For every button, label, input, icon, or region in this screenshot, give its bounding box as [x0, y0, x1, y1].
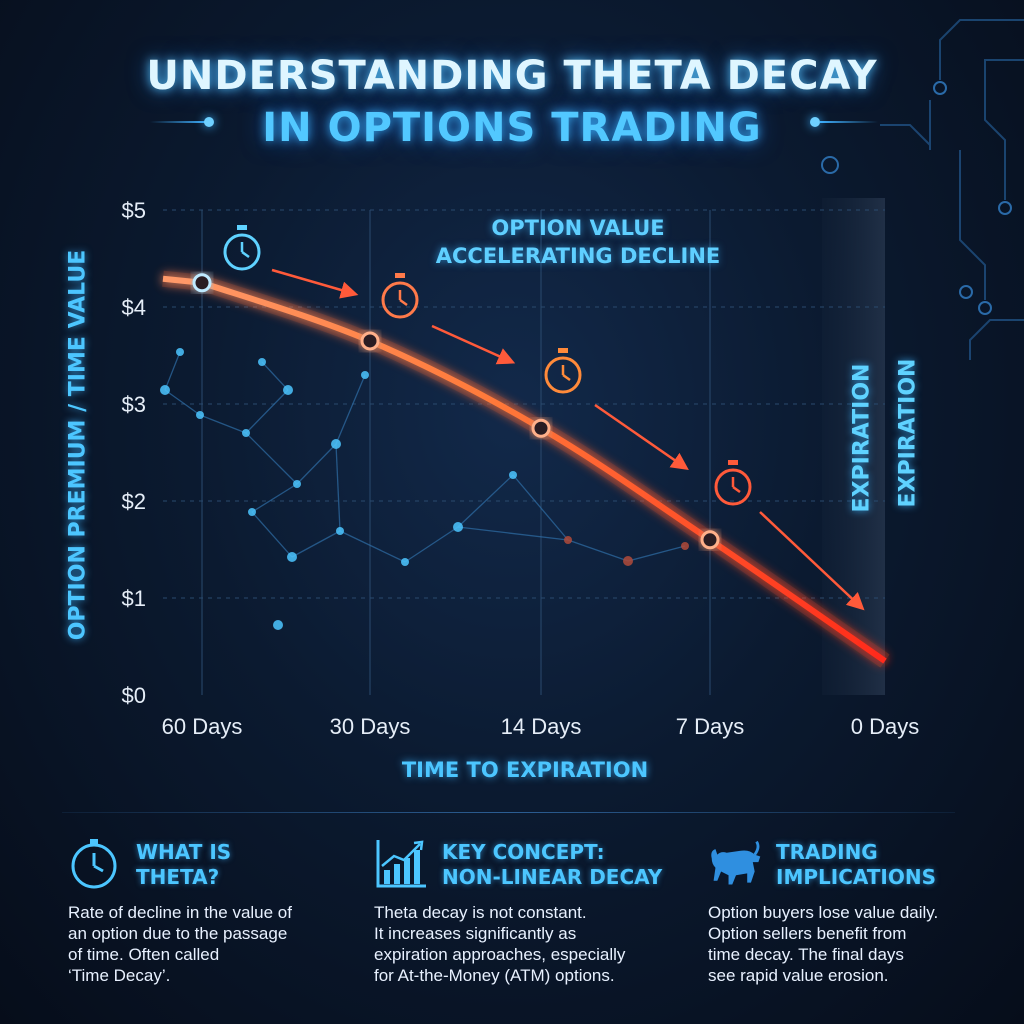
- network-link: [512, 474, 569, 541]
- network-node: [258, 358, 266, 366]
- decay-series: [162, 270, 890, 668]
- x-tick-label: 30 Days: [330, 714, 411, 739]
- section-divider: [62, 812, 955, 813]
- y-tick-label: $0: [122, 683, 146, 708]
- network-link: [245, 432, 298, 485]
- stopwatch-icon: [381, 273, 419, 319]
- title-line-left: [150, 121, 208, 123]
- network-node: [336, 527, 344, 535]
- network-node: [283, 385, 293, 395]
- network-node: [287, 552, 297, 562]
- title-dot-right: [810, 117, 820, 127]
- network-link: [457, 474, 514, 528]
- network-link: [199, 414, 247, 434]
- network-node: [293, 480, 301, 488]
- decline-arrow: [271, 268, 359, 299]
- panel-heading: TRADING IMPLICATIONS: [776, 840, 937, 889]
- clock-icon: [71, 839, 117, 889]
- expiration-label: EXPIRATION: [849, 363, 875, 513]
- network-link: [339, 530, 406, 563]
- decline-arrow: [431, 324, 516, 365]
- network-node: [623, 556, 633, 566]
- network-node: [196, 411, 204, 419]
- title-dot-left: [204, 117, 214, 127]
- y-tick-label: $2: [122, 489, 146, 514]
- y-tick-label: $3: [122, 392, 146, 417]
- rising-chart-icon: [376, 840, 426, 888]
- network-link: [245, 389, 289, 434]
- decline-arrow: [759, 511, 865, 611]
- decline-arrow: [594, 403, 689, 470]
- decline-annotation: OPTION VALUE ACCELERATING DECLINE: [436, 214, 721, 270]
- network-node: [564, 536, 572, 544]
- bull-icon: [711, 840, 761, 885]
- network-link: [567, 539, 629, 562]
- decay-curve: [162, 275, 887, 664]
- network-node: [509, 471, 517, 479]
- data-point: [360, 331, 380, 351]
- x-axis-label: TIME TO EXPIRATION: [401, 758, 649, 782]
- axes: [151, 173, 943, 707]
- network-node: [273, 620, 283, 630]
- network-link: [335, 443, 341, 532]
- data-point: [531, 418, 551, 438]
- network-link: [164, 351, 181, 391]
- expiration-label-secondary: EXPIRATION: [895, 358, 921, 508]
- expiration-zone: [822, 198, 885, 695]
- network-link: [404, 526, 459, 563]
- y-tick-label: $4: [122, 295, 146, 320]
- network-node: [453, 522, 463, 532]
- stopwatch-icon: [714, 460, 752, 506]
- network-node: [401, 558, 409, 566]
- network-link: [164, 389, 201, 416]
- y-axis-label: OPTION PREMIUM / TIME VALUE: [65, 249, 91, 641]
- data-point: [700, 530, 720, 550]
- network-link: [291, 530, 341, 558]
- network-link: [261, 361, 289, 391]
- decay-curve-glow: [162, 270, 890, 668]
- panel-heading: KEY CONCEPT: NON-LINEAR DECAY: [442, 840, 663, 889]
- tick-labels: $0 $1 $2 $3 $4 $5 60 Days 30 Days 14 Days 7 Days 0…: [122, 198, 920, 739]
- page-subtitle: IN OPTIONS TRADING: [262, 105, 762, 151]
- decline-annotation-line1: OPTION VALUE: [491, 216, 665, 240]
- network-link: [296, 443, 337, 485]
- x-tick-label: 14 Days: [501, 714, 582, 739]
- decline-annotation-line2: ACCELERATING DECLINE: [435, 244, 721, 268]
- background-network: [160, 348, 689, 630]
- y-tick-label: $5: [122, 198, 146, 223]
- network-node: [248, 508, 256, 516]
- network-node: [176, 348, 184, 356]
- stopwatch-icon: [544, 348, 582, 394]
- network-link: [335, 374, 366, 445]
- network-link: [251, 483, 298, 513]
- network-node: [331, 439, 341, 449]
- panel-text: Rate of decline in the value of an optio…: [68, 903, 292, 985]
- network-node: [361, 371, 369, 379]
- panel-text: Option buyers lose value daily. Option s…: [708, 903, 939, 985]
- stopwatch-icon: [223, 225, 261, 271]
- network-link: [251, 511, 293, 558]
- panel-heading: WHAT IS THETA?: [136, 840, 232, 889]
- stopwatch-icons: [223, 225, 865, 611]
- data-point: [192, 273, 212, 293]
- network-node: [242, 429, 250, 437]
- y-tick-label: $1: [122, 586, 146, 611]
- x-tick-label: 0 Days: [851, 714, 919, 739]
- page-title: UNDERSTANDING THETA DECAY: [146, 53, 878, 99]
- grid: [163, 209, 885, 695]
- network-node: [681, 542, 689, 550]
- network-link: [627, 545, 686, 562]
- x-tick-label: 7 Days: [676, 714, 744, 739]
- network-link: [457, 526, 569, 541]
- x-tick-label: 60 Days: [162, 714, 243, 739]
- panel-text: Theta decay is not constant. It increase…: [374, 903, 626, 985]
